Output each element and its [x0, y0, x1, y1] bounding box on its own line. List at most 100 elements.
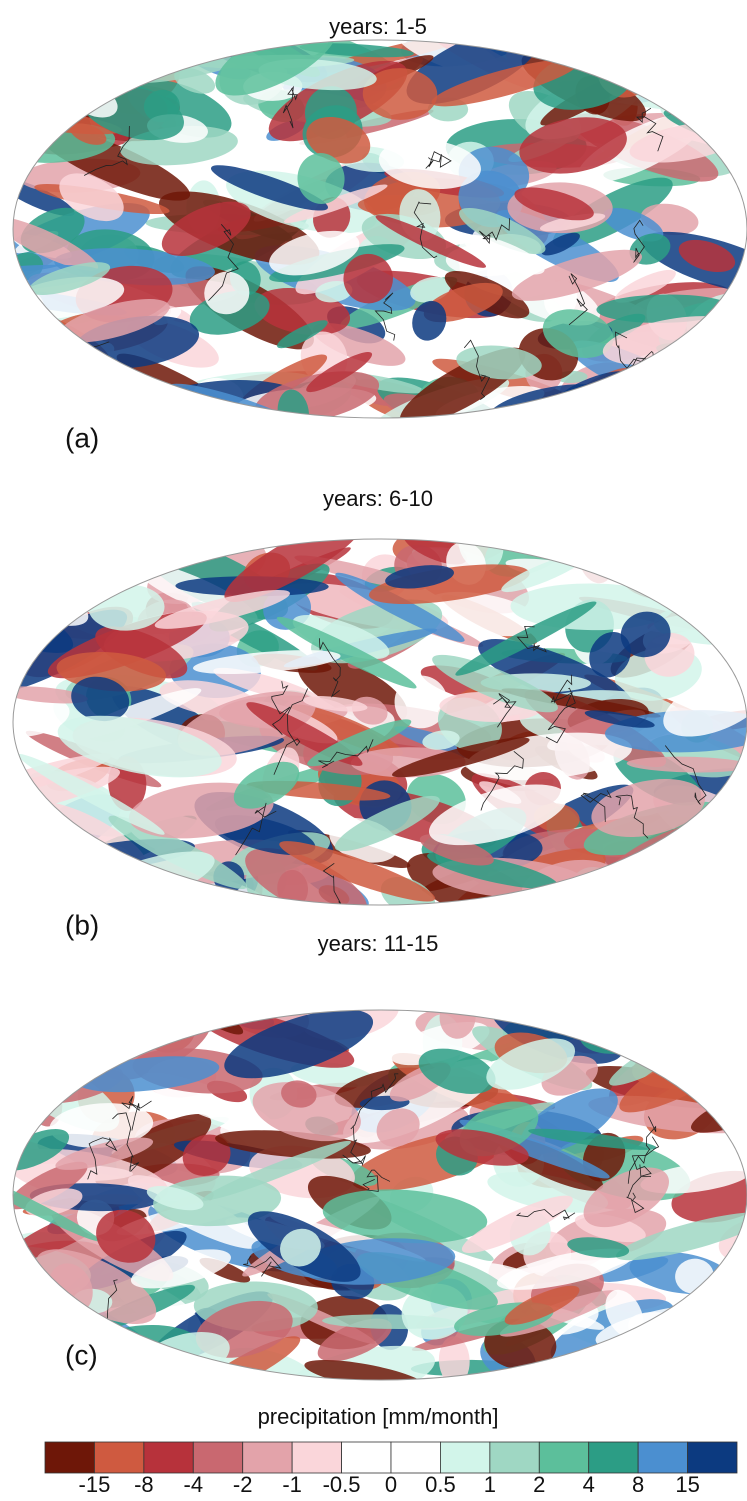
precip-blob: [91, 1345, 162, 1380]
precip-blob: [210, 165, 328, 211]
precip-blob: [418, 1048, 496, 1094]
precip-blob: [505, 558, 630, 587]
precip-blob: [614, 269, 676, 303]
coastline: [550, 674, 576, 709]
precip-blob: [334, 795, 440, 852]
precip-blob: [438, 1336, 470, 1380]
colorbar-label: precipitation [mm/month]: [258, 1404, 499, 1429]
precip-blob: [626, 1343, 740, 1373]
precip-blob: [17, 754, 165, 835]
coastline: [626, 1164, 645, 1213]
precip-blob: [13, 93, 60, 122]
precip-blob: [385, 565, 454, 589]
precip-blob: [126, 539, 167, 562]
coastline: [425, 151, 452, 169]
precip-blob: [713, 589, 747, 635]
precip-blob: [292, 614, 390, 660]
colorbar-tick-label: -8: [134, 1472, 154, 1496]
panel-title: years: 11-15: [318, 931, 439, 956]
precip-blob: [269, 230, 360, 276]
precip-blob: [277, 320, 328, 349]
colorbar-box: [94, 1441, 145, 1474]
precip-blob: [13, 1010, 115, 1030]
precip-blob: [678, 239, 736, 273]
precip-blob: [486, 1038, 576, 1090]
precip-blob: [435, 1129, 529, 1166]
precip-blob: [649, 1052, 711, 1075]
precip-blob: [335, 572, 465, 642]
precip-blob: [281, 1080, 317, 1108]
map-outline: [12, 39, 747, 419]
precip-blob: [280, 1228, 321, 1267]
precip-blob: [567, 1237, 630, 1258]
coastline: [208, 224, 239, 301]
colorbar-box: [44, 1441, 95, 1474]
precip-blob: [283, 184, 388, 223]
colorbar-tick-label: 0: [385, 1472, 397, 1496]
precip-blob: [572, 883, 603, 905]
precip-blob: [70, 123, 107, 145]
precip-blob: [39, 844, 78, 895]
panel-title: years: 6-10: [323, 486, 433, 511]
precip-blob: [29, 367, 95, 412]
coastline: [87, 1137, 118, 1180]
panel-title: years: 1-5: [329, 14, 427, 39]
colorbar-tick-label: 8: [632, 1472, 644, 1496]
coastline: [362, 1169, 391, 1192]
precip-blob: [667, 54, 730, 92]
coastline: [322, 862, 349, 905]
precip-blob: [57, 715, 222, 778]
colorbar-box: [192, 1441, 244, 1474]
precip-blob: [630, 851, 747, 892]
precip-blob: [245, 848, 368, 905]
precip-blob: [637, 1010, 747, 1028]
precip-blob: [496, 1248, 634, 1290]
precip-blob: [376, 1108, 420, 1147]
coastline: [545, 687, 576, 744]
precip-blob: [597, 1342, 747, 1380]
precip-blob: [24, 850, 70, 885]
precip-blob: [541, 232, 580, 256]
map-field: [13, 539, 747, 905]
precip-blob: [609, 1012, 738, 1086]
precip-blob: [620, 611, 671, 658]
precip-blob: [589, 631, 631, 678]
precip-blob: [224, 1010, 374, 1079]
precip-blob: [504, 1285, 580, 1325]
precip-blob: [306, 116, 371, 164]
coastline: [568, 273, 588, 326]
coastline: [516, 625, 547, 653]
colorbar-tick-label: -0.5: [323, 1472, 361, 1496]
coastline: [627, 1116, 657, 1184]
coastline: [635, 107, 664, 152]
precip-blob: [583, 1167, 669, 1228]
coastline: [83, 126, 130, 176]
precip-blob: [204, 271, 250, 315]
precip-blob: [681, 1012, 747, 1074]
precip-blob: [431, 59, 579, 107]
precip-blob: [13, 546, 54, 592]
map-outline: [12, 1009, 747, 1381]
precip-blob: [704, 1010, 747, 1046]
precip-blob: [519, 117, 627, 174]
precip-blob: [13, 1052, 55, 1095]
precip-blob: [153, 1175, 282, 1227]
coastline: [271, 681, 291, 735]
precip-blob: [13, 71, 85, 107]
precip-blob: [591, 779, 706, 838]
coastline: [282, 85, 298, 129]
panel-label: (a): [65, 422, 99, 453]
precip-blob: [71, 676, 130, 722]
precip-blob: [13, 381, 46, 418]
precip-blob: [95, 626, 188, 679]
precip-blob: [182, 1134, 231, 1176]
colorbar-tick-label: -1: [282, 1472, 302, 1496]
map-outline: [12, 538, 747, 906]
precip-blob: [455, 601, 597, 676]
precip-blob: [626, 756, 747, 773]
precip-blob: [603, 207, 664, 242]
precip-blob: [215, 40, 338, 96]
coastline: [479, 218, 510, 245]
precip-blob: [161, 201, 251, 256]
precip-blob: [13, 217, 99, 271]
